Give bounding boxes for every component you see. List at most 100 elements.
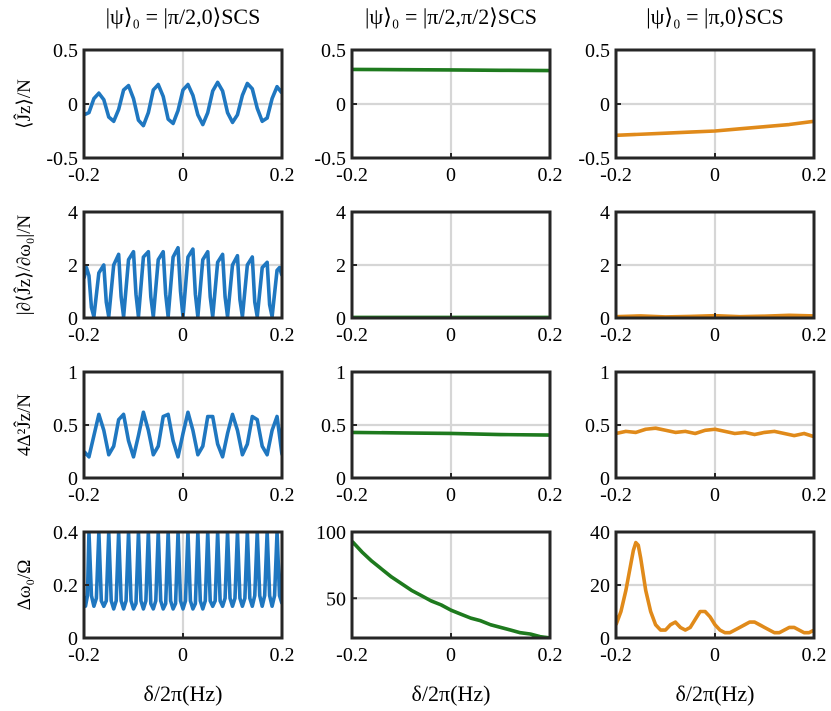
x-tick-label: 0	[178, 324, 188, 346]
x-tick-label: 0	[446, 484, 456, 506]
series-line-col2	[616, 119, 814, 138]
y-tick-label: -0.5	[578, 148, 610, 170]
x-tick-label: 0	[710, 644, 720, 666]
y-tick-label: 0	[336, 468, 346, 490]
y-tick-label: 0	[68, 94, 78, 116]
panel-r0-c2: -0.2 0 0.2 -0.5 0 0.5	[578, 40, 826, 186]
x-tick-label: 0.2	[802, 644, 827, 666]
x-tick-label: 0.2	[538, 484, 563, 506]
series-line-col2	[616, 540, 814, 635]
y-tick-label: 0.5	[53, 40, 78, 62]
series-line-col0	[84, 245, 282, 318]
x-tick-label: 0.2	[538, 644, 563, 666]
series-line-col1	[352, 539, 550, 638]
panel-r3-c0: -0.2 0 0.200.20.4	[53, 522, 295, 666]
y-tick-label: 1	[68, 362, 78, 384]
panel-r0-c1: -0.2 0 0.2 -0.5 0 0.5	[314, 40, 562, 186]
x-axis-label-1: δ/2π(Hz)	[412, 681, 491, 706]
x-axis-label-0: δ/2π(Hz)	[144, 681, 223, 706]
x-tick-label: 0.2	[802, 484, 827, 506]
y-tick-label: -0.5	[314, 148, 346, 170]
y-tick-label: 0.5	[53, 415, 78, 437]
panel-r0-c0: -0.2 0 0.2 -0.5 0 0.5	[46, 40, 294, 186]
x-tick-label: 0	[178, 484, 188, 506]
y-tick-label: 50	[326, 588, 346, 610]
y-tick-label: 0	[68, 468, 78, 490]
column-title-1: |ψ⟩₀ = |π/2,π/2⟩SCS	[365, 4, 537, 29]
y-tick-label: 2	[600, 255, 610, 277]
y-tick-label: 40	[590, 522, 610, 544]
y-tick-label: 0	[68, 308, 78, 330]
y-tick-label: 100	[316, 522, 346, 544]
column-title-0: |ψ⟩₀ = |π/2,0⟩SCS	[106, 4, 261, 29]
series-line-col1	[352, 430, 550, 437]
x-tick-label: -0.2	[68, 324, 100, 346]
x-tick-label: -0.2	[336, 484, 368, 506]
subplot-grid: -0.2 0 0.2-0.500.5-0.2 0 0.2-0.500.5-0.2 0 0.2…	[46, 40, 826, 666]
y-tick-label: 0	[600, 468, 610, 490]
y-tick-label: 0.2	[53, 575, 78, 597]
y-tick-label: 20	[590, 575, 610, 597]
x-tick-label: 0.2	[802, 324, 827, 346]
x-tick-label: 0	[178, 644, 188, 666]
y-tick-label: 1	[600, 362, 610, 384]
x-tick-label: 0.2	[270, 644, 295, 666]
panel-r3-c1: -0.2 0 0.2 50 100	[316, 522, 563, 666]
x-tick-label: 0.2	[270, 324, 295, 346]
x-tick-label: 0.2	[270, 164, 295, 186]
x-tick-label: 0.2	[538, 324, 563, 346]
x-tick-label: 0.2	[538, 164, 563, 186]
x-tick-label: -0.2	[336, 644, 368, 666]
y-tick-label: 4	[600, 202, 610, 224]
series-line-col0	[84, 80, 282, 128]
y-tick-label: 0.5	[321, 40, 346, 62]
series-line-col1	[352, 67, 550, 73]
x-tick-label: 0	[446, 324, 456, 346]
y-tick-label: 0.5	[321, 415, 346, 437]
row-ylabel-2: 4Δ²Ĵz/N	[13, 394, 35, 457]
y-tick-label: 0.5	[585, 415, 610, 437]
x-tick-label: 0.2	[802, 164, 827, 186]
panel-r2-c0: -0.2 0 0.200.51	[53, 362, 295, 506]
x-tick-label: 0	[710, 164, 720, 186]
column-titles: |ψ⟩₀ = |π/2,0⟩SCS |ψ⟩₀ = |π/2,π/2⟩SCS |ψ⟩₀…	[106, 4, 784, 29]
y-tick-label: 4	[336, 202, 346, 224]
y-tick-label: 0	[336, 308, 346, 330]
x-tick-label: -0.2	[600, 164, 632, 186]
y-tick-label: 0	[600, 94, 610, 116]
x-tick-label: 0	[446, 164, 456, 186]
panel-r2-c2: -0.2 0 0.200.51	[585, 362, 827, 506]
y-tick-label: 0.4	[53, 522, 78, 544]
column-x-labels: δ/2π(Hz) δ/2π(Hz) δ/2π(Hz)	[144, 681, 755, 706]
row-ylabel-3: Δω₀/Ω	[14, 560, 35, 611]
x-tick-label: 0	[178, 164, 188, 186]
y-tick-label: -0.5	[46, 148, 78, 170]
y-tick-label: 0	[68, 628, 78, 650]
y-tick-label: 0	[600, 308, 610, 330]
x-tick-label: -0.2	[68, 644, 100, 666]
column-title-2: |ψ⟩₀ = |π,0⟩SCS	[646, 4, 784, 29]
x-tick-label: 0.2	[270, 484, 295, 506]
y-tick-label: 4	[68, 202, 78, 224]
x-tick-label: -0.2	[600, 484, 632, 506]
y-tick-label: 0	[336, 94, 346, 116]
y-tick-label: 0	[600, 628, 610, 650]
x-tick-label: -0.2	[600, 644, 632, 666]
x-tick-label: -0.2	[68, 484, 100, 506]
series-line-col0	[84, 532, 282, 611]
x-tick-label: 0	[710, 324, 720, 346]
panel-r2-c1: -0.2 0 0.200.51	[321, 362, 563, 506]
x-tick-label: 0	[446, 644, 456, 666]
series-line-col0	[84, 410, 282, 459]
row-ylabel-0: ⟨Ĵz⟩/N	[13, 79, 35, 129]
y-tick-label: 2	[68, 255, 78, 277]
y-tick-label: 1	[336, 362, 346, 384]
series-line-col2	[616, 426, 814, 439]
x-tick-label: -0.2	[68, 164, 100, 186]
x-tick-label: -0.2	[336, 324, 368, 346]
